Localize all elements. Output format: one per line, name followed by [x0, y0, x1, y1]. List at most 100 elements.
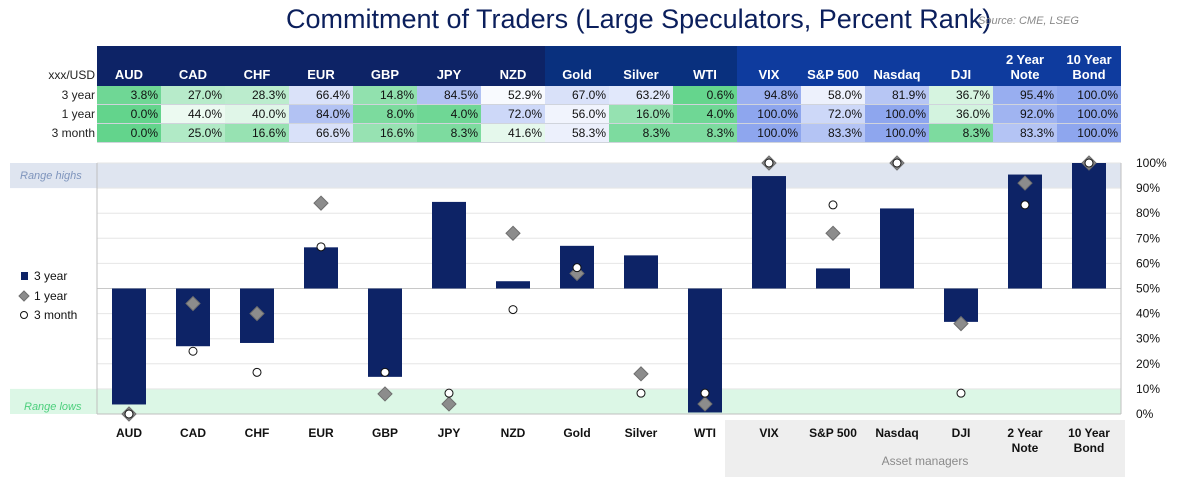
table-cell: 8.3% — [673, 124, 737, 143]
table-cell: 0.6% — [673, 86, 737, 105]
table-cell: 14.8% — [353, 86, 417, 105]
table-cell: 100.0% — [1057, 105, 1121, 124]
point-1-year — [441, 396, 457, 412]
table-header-cell: DJI — [929, 46, 993, 86]
table-cell: 83.3% — [801, 124, 865, 143]
table-cell: 83.3% — [993, 124, 1057, 143]
y-tick-label: 90% — [1136, 181, 1160, 195]
range-highs-band — [10, 163, 1121, 189]
table-header-cell: GBP — [353, 46, 417, 86]
y-tick-label: 60% — [1136, 256, 1160, 270]
table-header-cell: Silver — [609, 46, 673, 86]
y-tick-label: 30% — [1136, 332, 1160, 346]
table-cell: 8.3% — [609, 124, 673, 143]
table-cell: 100.0% — [865, 124, 929, 143]
bar-3-year — [496, 281, 530, 289]
table-cell: 25.0% — [161, 124, 225, 143]
x-tick-label: JPY — [438, 426, 461, 440]
table-header-cell: JPY — [417, 46, 481, 86]
point-3-month — [764, 158, 774, 168]
y-tick-label: 100% — [1136, 156, 1167, 170]
table-cell: 84.5% — [417, 86, 481, 105]
table-cell: 3.8% — [97, 86, 161, 105]
point-1-year — [185, 295, 201, 312]
table-row-label: 1 year — [61, 107, 95, 121]
x-tick-label: CHF — [245, 426, 270, 440]
x-tick-label: VIX — [759, 426, 778, 440]
bar-3-year — [1072, 163, 1106, 289]
legend-3-year-label: 3 year — [34, 269, 67, 283]
bar-3-year — [112, 288, 146, 405]
table-cell: 100.0% — [737, 105, 801, 124]
table-cell: 72.0% — [801, 105, 865, 124]
table-cell: 84.0% — [289, 105, 353, 124]
legend-1-year-swatch — [18, 290, 30, 302]
table-cell: 27.0% — [161, 86, 225, 105]
table-cell: 67.0% — [545, 86, 609, 105]
y-tick-label: 20% — [1136, 357, 1160, 371]
corner-label: xxx/USD — [48, 68, 95, 82]
y-tick-label: 80% — [1136, 206, 1160, 220]
range-highs-label: Range highs — [20, 170, 82, 182]
table-cell: 63.2% — [609, 86, 673, 105]
table-cell: 100.0% — [1057, 86, 1121, 105]
table-header-cell: 2 Year Note — [993, 46, 1057, 86]
bar-3-year — [752, 176, 786, 289]
point-1-year — [249, 305, 265, 322]
x-tick-label: CAD — [180, 426, 206, 440]
x-tick-label: Note — [1012, 441, 1039, 455]
point-3-month — [252, 367, 262, 377]
point-1-year — [1017, 175, 1033, 191]
point-3-month — [1020, 200, 1030, 210]
y-tick-label: 0% — [1136, 407, 1154, 421]
table-cell: 58.3% — [545, 124, 609, 143]
point-3-month — [316, 242, 326, 252]
point-3-month — [956, 388, 966, 398]
legend-3-year-swatch — [21, 272, 28, 280]
table-cell: 56.0% — [545, 105, 609, 124]
x-tick-label: DJI — [952, 426, 971, 440]
point-1-year — [825, 225, 841, 241]
table-header-cell: 10 Year Bond — [1057, 46, 1121, 86]
table-header-cell: S&P 500 — [801, 46, 865, 86]
point-3-month — [700, 388, 710, 398]
point-3-month — [892, 158, 902, 168]
x-tick-label: S&P 500 — [809, 426, 857, 440]
chart-title: Commitment of Traders (Large Speculators… — [286, 4, 992, 34]
point-1-year — [633, 366, 649, 382]
table-cell: 92.0% — [993, 105, 1057, 124]
x-tick-label: Gold — [563, 426, 590, 440]
legend-1-year-label: 1 year — [34, 289, 67, 303]
table-cell: 28.3% — [225, 86, 289, 105]
bar-3-year — [816, 268, 850, 289]
table-cell: 40.0% — [225, 105, 289, 124]
table-cell: 41.6% — [481, 124, 545, 143]
x-tick-label: NZD — [501, 426, 526, 440]
table-cell: 95.4% — [993, 86, 1057, 105]
table-cell: 36.7% — [929, 86, 993, 105]
table-cell: 94.8% — [737, 86, 801, 105]
table-cell: 0.0% — [97, 105, 161, 124]
point-3-month — [444, 388, 454, 398]
table-cell: 66.4% — [289, 86, 353, 105]
table-cell: 58.0% — [801, 86, 865, 105]
x-tick-label: Nasdaq — [875, 426, 918, 440]
legend-3-month-swatch — [20, 311, 28, 319]
bar-3-year — [880, 208, 914, 289]
table-cell: 52.9% — [481, 86, 545, 105]
table-header-cell: CHF — [225, 46, 289, 86]
asset-managers-label: Asset managers — [882, 454, 969, 468]
y-tick-label: 70% — [1136, 231, 1160, 245]
table-cell: 4.0% — [673, 105, 737, 124]
x-tick-label: EUR — [308, 426, 334, 440]
bar-3-year — [1008, 174, 1042, 289]
table-header-cell: CAD — [161, 46, 225, 86]
x-tick-label: GBP — [372, 426, 398, 440]
bar-3-year — [432, 201, 466, 289]
table-cell: 100.0% — [865, 105, 929, 124]
table-cell: 66.6% — [289, 124, 353, 143]
table-cell: 8.3% — [929, 124, 993, 143]
table-header-cell: AUD — [97, 46, 161, 86]
table-cell: 8.3% — [417, 124, 481, 143]
